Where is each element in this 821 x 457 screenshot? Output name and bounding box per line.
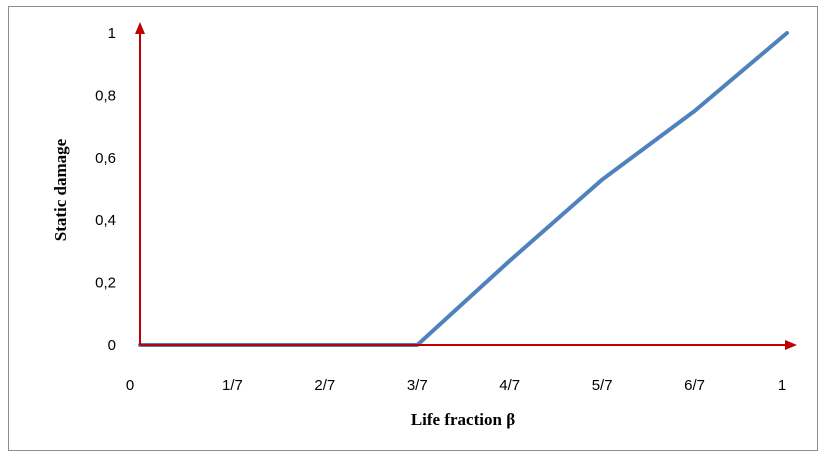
y-axis-title: Static damage — [51, 138, 70, 241]
x-axis-arrow — [785, 340, 797, 350]
y-tick-label: 1 — [108, 25, 116, 42]
x-tick-label: 1 — [778, 377, 786, 394]
x-tick-label: 3/7 — [407, 377, 428, 394]
axes-layer — [135, 22, 797, 350]
y-tick-label: 0,6 — [95, 150, 116, 167]
y-axis-arrow — [135, 22, 145, 34]
series-line — [138, 31, 789, 347]
x-tick-labels: 0 1/7 2/7 3/7 4/7 5/7 6/7 1 — [126, 377, 786, 394]
x-tick-label: 5/7 — [592, 377, 613, 394]
y-tick-label: 0,4 — [95, 212, 116, 229]
series-layer — [138, 31, 789, 347]
y-tick-label: 0 — [108, 337, 116, 354]
x-tick-label: 2/7 — [314, 377, 335, 394]
y-tick-labels: 0 0,2 0,4 0,6 0,8 1 — [95, 25, 116, 354]
x-tick-label: 6/7 — [684, 377, 705, 394]
x-tick-label: 4/7 — [499, 377, 520, 394]
y-tick-label: 0,8 — [95, 87, 116, 104]
y-tick-label: 0,2 — [95, 275, 116, 292]
chart-frame — [8, 6, 818, 451]
x-axis-title: Life fraction β — [411, 410, 515, 429]
x-tick-label: 1/7 — [222, 377, 243, 394]
x-tick-label: 0 — [126, 377, 134, 394]
